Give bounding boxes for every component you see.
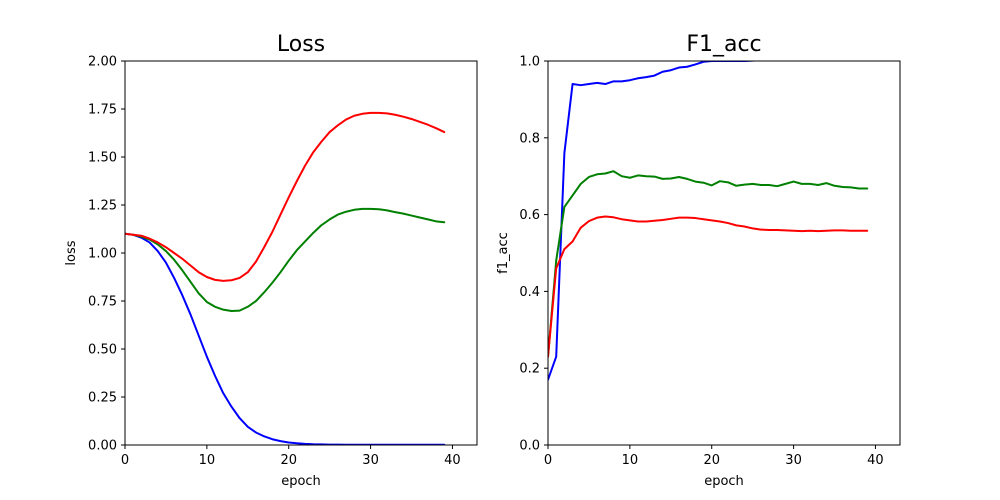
f1-acc-y-tick-label: 0.0	[519, 439, 540, 454]
f1-acc-chart: F1_acc 0 10 20 30 40 0.0 0.2 0.4 0.6 0.8 1.0 epoch…	[496, 32, 901, 489]
loss-y-tick-label: 0.75	[88, 295, 117, 310]
f1-acc-x-tick-label: 0	[544, 453, 552, 468]
f1-acc-plot-frame	[547, 60, 901, 446]
loss-y-axis-label: loss	[64, 240, 79, 265]
f1-acc-y-tick-label: 1.0	[519, 55, 540, 70]
loss-x-tick-label: 20	[280, 453, 297, 468]
loss-x-tick-label: 10	[199, 453, 216, 468]
loss-y-tick-label: 2.00	[88, 55, 117, 70]
f1-acc-x-axis-label: epoch	[704, 474, 744, 489]
loss-ticks: 0 10 20 30 40 0.00 0.25 0.50 0.75 1.00 1.25 1.50 1.7…	[88, 55, 461, 469]
loss-x-tick-label: 40	[444, 453, 461, 468]
f1-acc-series-red-line	[548, 215, 869, 358]
loss-chart: Loss 0 10 20 30 40 0.00 0.25 0.50 0.75 1.00 1.25 1.…	[64, 32, 478, 489]
loss-y-tick-label: 0.00	[88, 439, 117, 454]
loss-y-tick-label: 0.25	[88, 391, 117, 406]
loss-series-green-line	[125, 207, 446, 312]
f1-acc-y-tick-label: 0.6	[519, 208, 540, 223]
loss-y-tick-label: 1.25	[88, 199, 117, 214]
f1-acc-chart-title: F1_acc	[686, 32, 761, 57]
loss-x-tick-label: 0	[121, 453, 129, 468]
loss-y-tick-label: 0.50	[88, 343, 117, 358]
f1-acc-y-axis-label: f1_acc	[496, 232, 511, 274]
loss-plot-frame	[124, 60, 478, 446]
f1-acc-ticks: 0 10 20 30 40 0.0 0.2 0.4 0.6 0.8 1.0	[519, 55, 883, 469]
loss-y-tick-label: 1.50	[88, 151, 117, 166]
f1-acc-x-tick-label: 10	[622, 453, 639, 468]
loss-series-red-line	[125, 111, 446, 282]
f1-acc-y-tick-label: 0.8	[519, 131, 540, 146]
f1-acc-series-green-line	[548, 170, 869, 358]
f1-acc-x-tick-label: 20	[703, 453, 720, 468]
f1-acc-x-tick-label: 30	[785, 453, 802, 468]
loss-y-tick-label: 1.75	[88, 103, 117, 118]
f1-acc-x-tick-label: 40	[867, 453, 884, 468]
loss-x-axis-label: epoch	[281, 474, 321, 489]
loss-y-tick-label: 1.00	[88, 247, 117, 262]
f1-acc-y-tick-label: 0.4	[519, 285, 540, 300]
loss-x-tick-label: 30	[362, 453, 379, 468]
loss-chart-title: Loss	[277, 32, 325, 57]
f1-acc-y-tick-label: 0.2	[519, 362, 540, 377]
